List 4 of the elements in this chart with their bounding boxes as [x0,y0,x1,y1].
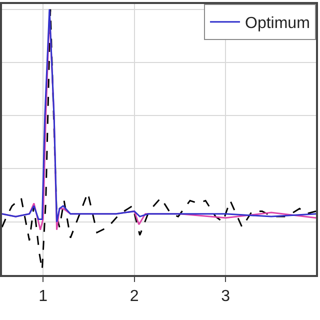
x-tick-label: 1 [38,288,48,306]
x-tick-label: 2 [130,288,139,306]
x-tick-label: 3 [221,288,230,306]
legend-label: Optimum [245,15,310,32]
